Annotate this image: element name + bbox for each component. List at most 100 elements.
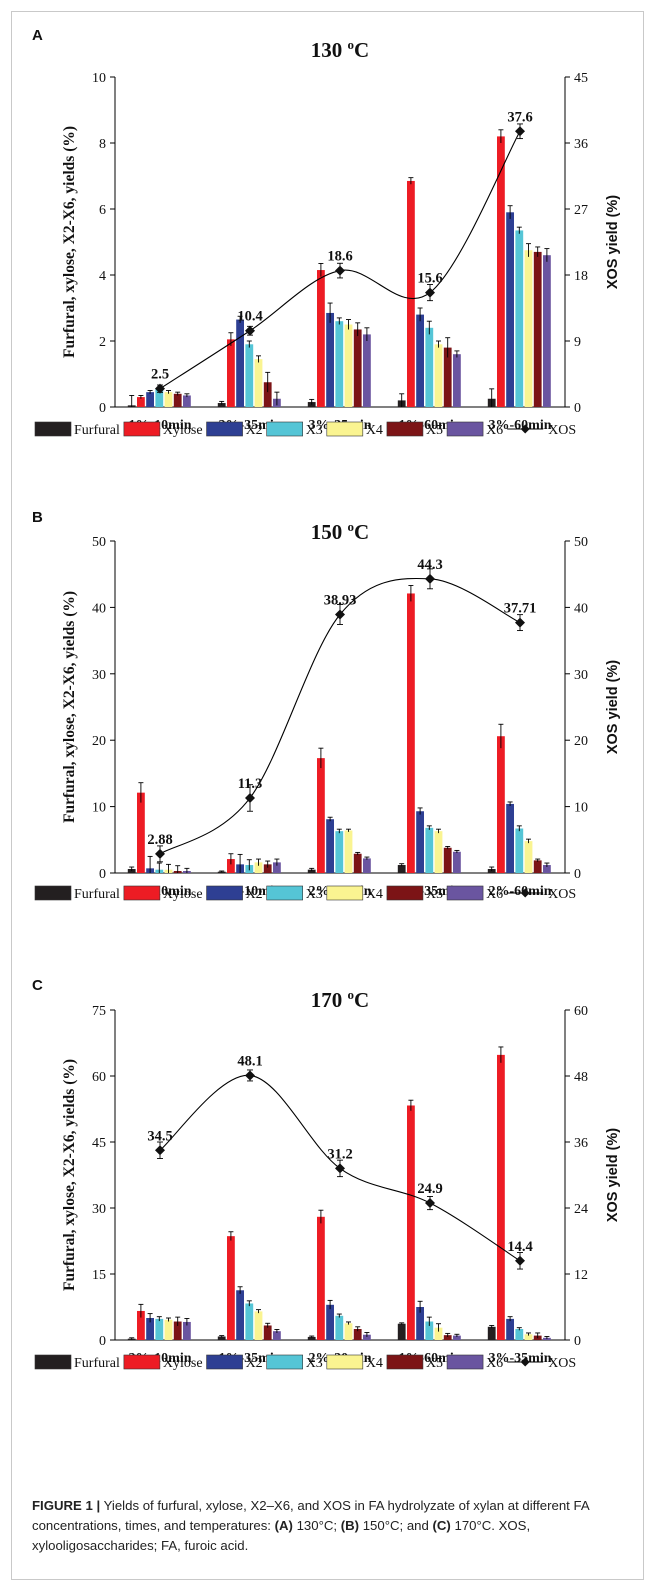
xos-point — [335, 1163, 345, 1174]
legend-swatch-x3 — [266, 421, 303, 437]
legend-swatch-x2 — [206, 421, 243, 437]
title-unit: C — [354, 520, 369, 544]
caption-c-text: 170°C. XOS, xylooligosaccharides; FA, fu… — [32, 1518, 531, 1553]
legend-label: Furfural — [74, 1356, 120, 1371]
bar-xylose — [407, 593, 415, 873]
bar-xylose — [407, 180, 415, 407]
y2-tick-label: 12 — [574, 1268, 588, 1283]
y-tick-label: 0 — [99, 401, 106, 416]
xos-point — [515, 1255, 525, 1266]
legend: Furfural Xylose X2 X3 X4 X5 X6 XOS — [34, 421, 576, 438]
xos-point — [245, 1070, 255, 1081]
legend-label: X3 — [306, 423, 323, 438]
bar-x4 — [434, 831, 443, 873]
legend-label: Xylose — [163, 423, 203, 438]
bar-x5 — [443, 1335, 452, 1340]
bar-x4 — [164, 392, 173, 407]
bar-x3 — [515, 1329, 524, 1340]
bar-xylose — [497, 736, 505, 873]
bar-x6 — [273, 1331, 281, 1340]
bar-x5 — [263, 1325, 272, 1340]
caption-b: (B) — [340, 1518, 360, 1533]
y-tick-label: 15 — [92, 1268, 106, 1283]
legend-label: X5 — [426, 1356, 443, 1371]
chart-title: 170 oC — [311, 987, 369, 1012]
bar-x2 — [326, 1304, 334, 1340]
legend-swatch-x3 — [266, 1354, 303, 1370]
bar-x4 — [344, 830, 353, 873]
legend-label: X6 — [486, 423, 503, 438]
bar-x3 — [515, 828, 524, 873]
bar-xylose — [497, 1054, 505, 1340]
caption-label: FIGURE 1 | — [32, 1498, 101, 1513]
y-tick-label: 2 — [99, 335, 106, 350]
bar-x3 — [155, 1318, 164, 1340]
xos-point — [425, 573, 435, 584]
bar-xylose — [137, 792, 145, 873]
xos-data-label: 34.5 — [147, 1128, 172, 1144]
y-tick-label: 20 — [92, 734, 106, 749]
y-tick-label: 75 — [92, 1004, 106, 1019]
legend-swatch-xylose — [123, 421, 161, 437]
bar-x6 — [183, 395, 191, 407]
bar-x3 — [335, 321, 344, 407]
xos-data-label: 10.4 — [237, 309, 262, 325]
xos-point — [515, 126, 525, 137]
xos-point — [425, 1198, 435, 1209]
bar-xylose — [317, 270, 325, 407]
legend-swatch-x5 — [386, 885, 424, 901]
bar-x4 — [254, 359, 263, 407]
y-tick-label: 10 — [92, 801, 106, 816]
bar-furfural — [307, 1336, 316, 1340]
legend-swatch-furfural — [34, 421, 72, 437]
y-axis-label: Furfural, xylose, X2-X6, yields (%) — [61, 126, 78, 358]
bar-x6 — [363, 858, 371, 873]
bar-x6 — [453, 851, 461, 873]
legend-xos-marker — [520, 424, 530, 434]
legend-swatch-xylose — [123, 885, 161, 901]
legend-swatch-x6 — [446, 885, 484, 901]
y2-axis-label: XOS yield (%) — [605, 195, 621, 289]
bar-x5 — [353, 329, 362, 407]
title-degree: o — [348, 37, 355, 52]
chart-title: 130 oC — [311, 37, 369, 62]
caption-a-text: 130°C; — [292, 1518, 341, 1533]
bar-furfural — [397, 865, 406, 873]
bar-x2 — [506, 803, 514, 873]
bar-x6 — [453, 354, 461, 407]
bar-x4 — [164, 1319, 173, 1340]
legend-label: Furfural — [74, 887, 120, 902]
xos-line — [159, 577, 521, 855]
xos-data-label: 18.6 — [327, 249, 352, 265]
y-axis-label: Furfural, xylose, X2-X6, yields (%) — [61, 591, 78, 823]
bar-x5 — [263, 864, 272, 873]
bar-x2 — [146, 1318, 154, 1340]
bar-x4 — [254, 1311, 263, 1340]
bar-x4 — [524, 1334, 533, 1340]
bar-x4 — [434, 1327, 443, 1340]
bar-x5 — [443, 847, 452, 873]
xos-point — [245, 792, 255, 803]
bar-x3 — [245, 1303, 254, 1340]
xos-data-label: 2.5 — [151, 367, 169, 383]
bar-x5 — [533, 251, 542, 407]
legend-label: Xylose — [163, 887, 203, 902]
chart-title: 150 oC — [311, 519, 369, 544]
legend-swatch-x4 — [326, 1354, 364, 1370]
bar-x6 — [363, 334, 371, 407]
xos-data-label: 37.71 — [504, 601, 537, 617]
bar-x4 — [524, 841, 533, 873]
y-tick-label: 30 — [92, 1202, 106, 1217]
legend: Furfural Xylose X2 X3 X4 X5 X6 XOS — [34, 885, 576, 902]
bar-x4 — [524, 250, 533, 407]
bar-x6 — [273, 862, 281, 873]
bar-x3 — [155, 388, 164, 407]
legend-label: X2 — [246, 887, 263, 902]
xos-point — [155, 1145, 165, 1156]
bar-x6 — [183, 1321, 191, 1340]
legend-label: Xylose — [163, 1356, 203, 1371]
title-degree: o — [348, 987, 355, 1002]
bar-x4 — [434, 344, 443, 407]
y2-axis-label: XOS yield (%) — [605, 660, 621, 754]
y2-tick-label: 0 — [574, 867, 581, 882]
